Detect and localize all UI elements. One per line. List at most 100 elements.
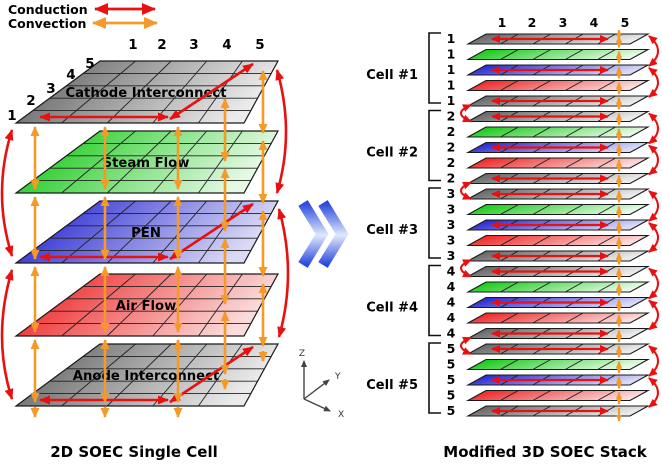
legend-conduction-label: Conduction	[8, 2, 88, 17]
stack-layer-steam-flow	[465, 126, 651, 138]
grid-line	[500, 49, 519, 60]
grid-line	[61, 273, 136, 337]
layer-steam-flow-label: Steam Flow	[103, 156, 190, 171]
stack-layer-number: 3	[447, 202, 456, 217]
grid-line	[532, 126, 552, 138]
stack-layer-number: 3	[447, 248, 456, 263]
grid-line	[106, 130, 172, 194]
legend: Conduction Convection	[8, 2, 158, 31]
stack-number-top: 1	[498, 15, 507, 30]
y-axis-icon	[303, 379, 330, 400]
grid-line	[564, 281, 584, 293]
cell-bracket	[428, 342, 441, 414]
conduction-arc-right	[648, 144, 660, 176]
stack-layer-surface	[465, 48, 651, 61]
grid-line	[564, 80, 584, 91]
stack-layer-surface	[465, 389, 651, 402]
chevron-2-icon	[318, 200, 349, 268]
conduction-arc-left	[0, 269, 14, 400]
y-axis-label: Y	[334, 372, 341, 382]
conduction-arc-left	[459, 181, 472, 200]
stack-layer-number: 3	[447, 186, 456, 201]
stack-layer-surface	[465, 203, 651, 216]
stack-layer-surface	[465, 79, 651, 92]
grid-line	[564, 312, 584, 324]
stack-number-top: 3	[559, 15, 568, 30]
grid-line	[500, 235, 519, 246]
conduction-arc-right	[648, 222, 660, 253]
grid-number-top: 5	[255, 37, 264, 53]
conduction-arc-left	[459, 104, 472, 123]
grid-number-top: 1	[128, 37, 137, 53]
conduction-arc-right	[648, 112, 660, 145]
conduction-arc-right	[648, 267, 660, 300]
grid-number-side: 2	[26, 93, 35, 109]
grid-line	[532, 390, 552, 401]
grid-line	[564, 235, 584, 246]
grid-line	[564, 204, 584, 215]
grid-line	[532, 281, 552, 293]
stack-layer-number: 2	[447, 171, 456, 186]
grid-line	[564, 157, 584, 169]
x-axis-icon	[303, 398, 331, 412]
stack-number-top: 2	[528, 15, 537, 30]
layer-steam-flow: Steam Flow	[14, 130, 280, 194]
conduction-arc-left	[459, 336, 472, 355]
x-axis-label: X	[338, 410, 344, 420]
stack-number-top: 4	[590, 15, 599, 30]
stack-layer-surface	[465, 234, 651, 247]
right-caption: Modified 3D SOEC Stack	[443, 443, 647, 461]
conduction-arc-right	[648, 377, 660, 408]
layer-air-flow: Air Flow	[14, 273, 280, 337]
cell-label: Cell #3	[366, 223, 418, 238]
cell-label: Cell #5	[366, 378, 418, 393]
conduction-arc-left	[0, 129, 14, 257]
stack-layer-number: 2	[447, 140, 456, 155]
stack-layer-air-flow	[465, 79, 651, 92]
stack-layer-number: 3	[447, 233, 456, 248]
conduction-arc-right	[648, 190, 660, 222]
stack-layer-number: 4	[447, 264, 456, 279]
stack-layer-surface	[465, 126, 651, 138]
grid-line	[500, 126, 519, 138]
conduction-arrow-diagonal	[169, 62, 254, 121]
stack-layer-number: 5	[447, 341, 456, 356]
grid-line	[61, 130, 136, 194]
layer-anode-interconnect: Anode Interconnect	[14, 343, 280, 407]
grid-line	[564, 359, 584, 370]
stack-layer-surface	[465, 358, 651, 371]
conduction-arc-right	[648, 67, 660, 98]
cell-label: Cell #4	[366, 301, 418, 316]
grid-line	[597, 204, 616, 215]
stack-layer-number: 5	[447, 388, 456, 403]
cell-bracket	[428, 109, 441, 182]
layer-anode-interconnect-label: Anode Interconnect	[73, 369, 219, 384]
coordinate-axes: Z Y X	[299, 349, 344, 420]
grid-line	[500, 157, 519, 169]
cell-label: Cell #2	[366, 146, 418, 161]
grid-number-top: 2	[157, 37, 166, 53]
stack-layer-number: 2	[447, 155, 456, 170]
grid-number-side: 5	[85, 56, 94, 72]
stack-layer-number: 1	[447, 31, 456, 46]
grid-line	[597, 281, 616, 293]
grid-line	[500, 390, 519, 401]
grid-line	[597, 49, 616, 60]
grid-number-top: 4	[222, 37, 231, 53]
left-caption: 2D SOEC Single Cell	[50, 443, 218, 461]
grid-line	[532, 235, 552, 246]
stack-layer-number: 4	[447, 310, 456, 325]
conduction-arc-right	[275, 69, 288, 194]
grid-line	[532, 359, 552, 370]
stack-layer-steam-flow	[465, 203, 651, 216]
grid-line	[500, 312, 519, 324]
stack-layer-steam-flow	[465, 281, 651, 293]
stack-layer-number: 1	[447, 78, 456, 93]
grid-line	[597, 359, 616, 370]
stack-layer-number: 4	[447, 326, 456, 341]
stack-layer-number: 1	[447, 47, 456, 62]
stack-layer-surface	[465, 281, 651, 293]
